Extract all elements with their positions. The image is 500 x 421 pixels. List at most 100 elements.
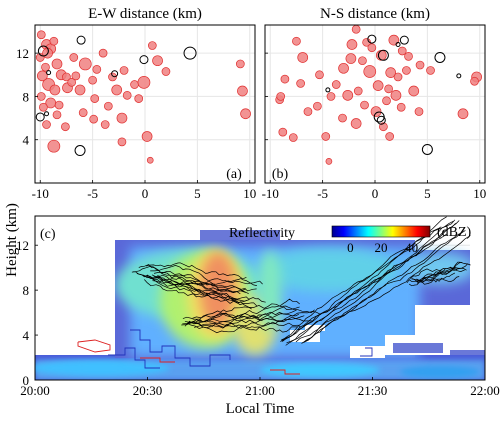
lightning-trace bbox=[150, 270, 257, 286]
panel-a: -10 -5 0 5 10 4 8 12 E-W distance (km) (a) bbox=[16, 6, 256, 201]
y-tick-label: 8 bbox=[23, 89, 30, 104]
colorbar: Reflectivity (dBZ) 0 20 40 bbox=[229, 225, 472, 255]
colorbar-title: Reflectivity bbox=[229, 226, 295, 241]
red-point bbox=[351, 25, 361, 34]
lightning-trace bbox=[416, 263, 471, 281]
panel-a-label: (a) bbox=[226, 167, 242, 182]
lightning-trace bbox=[416, 261, 471, 284]
lightning-trace bbox=[188, 315, 305, 329]
red-point bbox=[62, 72, 71, 82]
lightning-trace bbox=[153, 271, 263, 285]
lightning-trace bbox=[281, 216, 447, 342]
red-point bbox=[375, 49, 387, 61]
red-point bbox=[382, 96, 391, 106]
lightning-trace bbox=[138, 264, 246, 290]
red-point bbox=[100, 120, 110, 129]
hollow-point bbox=[44, 111, 50, 117]
colorbar-gradient bbox=[331, 225, 431, 238]
red-point bbox=[345, 53, 357, 64]
red-point bbox=[41, 62, 50, 72]
hollow-point bbox=[325, 87, 331, 93]
x-tick-label: 5 bbox=[424, 186, 431, 201]
red-point bbox=[384, 84, 393, 94]
red-point bbox=[67, 78, 77, 87]
panel-c-reflectivity-field bbox=[35, 216, 485, 380]
y-tick-label: 4 bbox=[23, 328, 30, 343]
hollow-point bbox=[367, 34, 377, 44]
y-tick-label: 12 bbox=[16, 46, 29, 61]
x-tick-label: 22:00 bbox=[470, 383, 500, 398]
red-point bbox=[36, 30, 46, 40]
red-point bbox=[321, 132, 331, 141]
lightning-trace bbox=[285, 222, 456, 346]
red-point bbox=[71, 71, 81, 81]
red-point bbox=[235, 59, 245, 69]
colorbar-ticks: 0 20 40 bbox=[347, 240, 418, 255]
red-point bbox=[297, 52, 309, 63]
red-point bbox=[331, 80, 341, 89]
red-point bbox=[402, 66, 411, 75]
x-tick-label: -5 bbox=[317, 186, 328, 201]
red-point bbox=[326, 92, 336, 101]
lightning-trace bbox=[286, 220, 454, 344]
hollow-point bbox=[456, 73, 462, 79]
hollow-point bbox=[376, 115, 386, 125]
colorbar-tick-label: 40 bbox=[405, 240, 418, 255]
panel-b-label: (b) bbox=[272, 167, 289, 182]
lightning-trace bbox=[302, 230, 466, 344]
red-trace bbox=[77, 339, 111, 353]
panel-a-points bbox=[35, 30, 251, 164]
hollow-point bbox=[377, 49, 389, 61]
red-point bbox=[141, 131, 153, 142]
red-point bbox=[404, 52, 413, 61]
panel-c-traces bbox=[77, 216, 471, 375]
x-tick-label: -10 bbox=[262, 186, 279, 201]
red-point bbox=[325, 158, 333, 165]
red-point bbox=[292, 36, 301, 46]
x-tick-label: 10 bbox=[473, 186, 486, 201]
red-point bbox=[134, 94, 144, 103]
blue-trace bbox=[108, 347, 160, 369]
red-point bbox=[54, 100, 64, 110]
red-point bbox=[122, 90, 132, 100]
y-tick-label: 8 bbox=[23, 283, 30, 298]
lightning-trace bbox=[182, 312, 299, 325]
red-point bbox=[393, 72, 403, 82]
lightning-trace bbox=[281, 227, 441, 341]
x-tick-label: -10 bbox=[32, 186, 49, 201]
red-point bbox=[74, 84, 86, 96]
red-point bbox=[52, 110, 62, 120]
red-point bbox=[288, 133, 298, 142]
panel-a-title: E-W distance (km) bbox=[88, 6, 202, 22]
red-point bbox=[303, 107, 313, 116]
lightning-trace bbox=[194, 311, 322, 328]
reflectivity-low-layer bbox=[35, 355, 485, 380]
red-point bbox=[280, 74, 290, 84]
lightning-trace bbox=[192, 303, 315, 320]
lightning-trace bbox=[152, 280, 257, 293]
red-point bbox=[130, 80, 139, 89]
hollow-point bbox=[74, 145, 86, 157]
red-point bbox=[103, 101, 113, 111]
y-tick-label: 12 bbox=[16, 238, 29, 253]
lightning-trace bbox=[406, 272, 456, 285]
y-axis-label: Height (km) bbox=[4, 203, 20, 277]
hollow-point bbox=[421, 143, 433, 155]
red-point bbox=[36, 70, 48, 82]
red-trace bbox=[270, 369, 300, 375]
colorbar-unit: (dBZ) bbox=[437, 225, 472, 240]
y-tick-label: 4 bbox=[23, 133, 30, 148]
x-axis-label: Local Time bbox=[226, 401, 295, 417]
panel-b: -10 -5 0 5 10 N-S distance (km) (b) bbox=[262, 6, 487, 201]
x-tick-label: -5 bbox=[87, 186, 98, 201]
red-point bbox=[296, 79, 305, 88]
red-point bbox=[69, 53, 79, 62]
hollow-point bbox=[35, 112, 45, 122]
red-point bbox=[51, 58, 63, 70]
red-point bbox=[92, 65, 102, 74]
red-point bbox=[161, 67, 171, 76]
red-point bbox=[42, 120, 51, 129]
hollow-point bbox=[399, 35, 409, 45]
red-point bbox=[276, 92, 286, 101]
lightning-trace bbox=[282, 219, 456, 342]
